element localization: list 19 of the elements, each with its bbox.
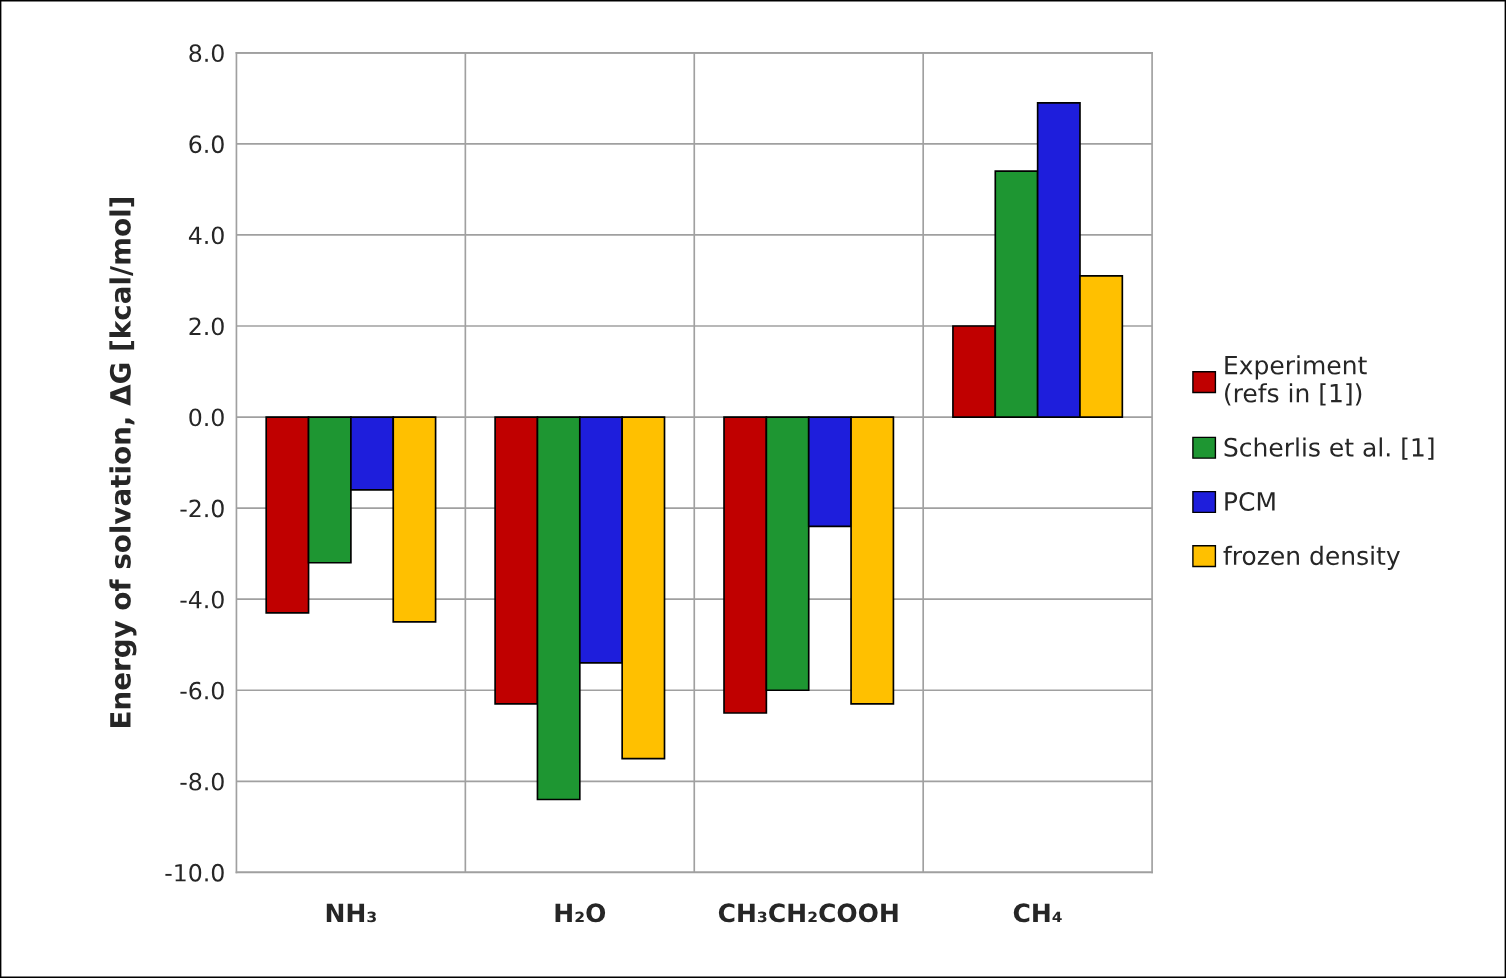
x-tick-label: NH₃ xyxy=(326,903,376,923)
y-tick-label: 2.0 xyxy=(189,317,224,336)
x-tick-label: CH₃CH₂COOH xyxy=(718,903,898,923)
x-tick-label: H₂O xyxy=(555,903,606,923)
legend-label: PCM xyxy=(1225,492,1275,511)
y-tick-label: -8.0 xyxy=(180,772,224,791)
y-tick-label: 0.0 xyxy=(189,408,224,427)
y-tick-label: -4.0 xyxy=(180,590,224,609)
y-tick-label: -10.0 xyxy=(165,863,224,882)
y-tick-label: 6.0 xyxy=(189,135,224,154)
legend-label: frozen density xyxy=(1223,545,1400,570)
x-tick-label: CH₄ xyxy=(1013,903,1062,923)
y-tick-label: 4.0 xyxy=(188,226,224,245)
y-tick-label: 8.0 xyxy=(189,44,224,63)
y-tick-label: -6.0 xyxy=(180,681,224,700)
y-axis-title: Energy of solvation, ΔG [kcal/mol] xyxy=(109,198,137,727)
y-tick-label: -2.0 xyxy=(180,499,224,518)
legend-label: Experiment (refs in [1]) xyxy=(1225,355,1367,406)
legend-label: Scherlis et al. [1] xyxy=(1224,437,1434,460)
